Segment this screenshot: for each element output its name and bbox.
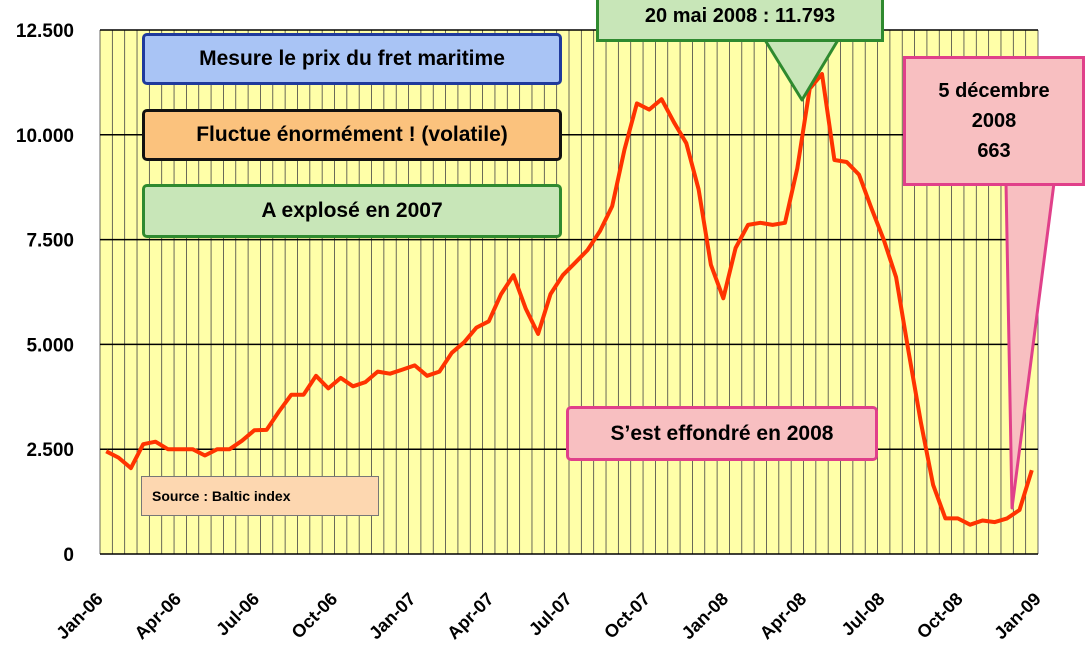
y-tick-label: 0 (63, 545, 74, 566)
x-tick-label: Oct-08 (913, 589, 967, 643)
x-tick-label: Jan-08 (678, 589, 732, 643)
annotation-volatile: Fluctue énormément ! (volatile) (142, 109, 562, 161)
x-tick-label: Apr-08 (756, 589, 810, 643)
annotation-exploded-2007: A explosé en 2007 (142, 184, 562, 238)
x-tick-label: Jan-09 (990, 589, 1044, 643)
annotation-measures-freight: Mesure le prix du fret maritime (142, 33, 562, 85)
x-tick-label: Apr-07 (443, 589, 497, 643)
y-tick-label: 2.500 (26, 440, 74, 461)
x-axis-labels: Jan-06 Apr-06 Jul-06 Oct-06 Jan-07 Apr-07 Jul-… (52, 589, 1044, 643)
x-tick-label: Jul-06 (212, 589, 263, 640)
baltic-index-line (105, 72, 1034, 527)
dec-low-year: 2008 (971, 110, 1017, 132)
dec-low-callout: 5 décembre 2008 663 (903, 56, 1085, 186)
source-note: Source : Baltic index (141, 476, 379, 516)
dec-low-date: 5 décembre (938, 80, 1050, 102)
x-tick-label: Oct-06 (288, 589, 342, 643)
dec-low-value: 663 (977, 140, 1011, 162)
y-tick-label: 5.000 (26, 335, 74, 356)
x-tick-label: Jul-07 (525, 589, 576, 640)
y-tick-label: 10.000 (16, 126, 74, 147)
x-tick-label: Jan-06 (52, 589, 106, 643)
y-tick-label: 12.500 (16, 21, 74, 42)
may-peak-callout: 20 mai 2008 : 11.793 (596, 0, 884, 42)
x-tick-label: Apr-06 (131, 589, 185, 643)
x-tick-label: Jul-08 (838, 589, 889, 640)
annotation-collapsed-2008: S’est effondré en 2008 (566, 406, 878, 461)
x-tick-label: Jan-07 (365, 589, 419, 643)
y-tick-label: 7.500 (26, 231, 74, 252)
x-tick-label: Oct-07 (600, 589, 654, 643)
y-axis-labels: 0 2.500 5.000 7.500 10.000 12.500 (16, 21, 74, 566)
